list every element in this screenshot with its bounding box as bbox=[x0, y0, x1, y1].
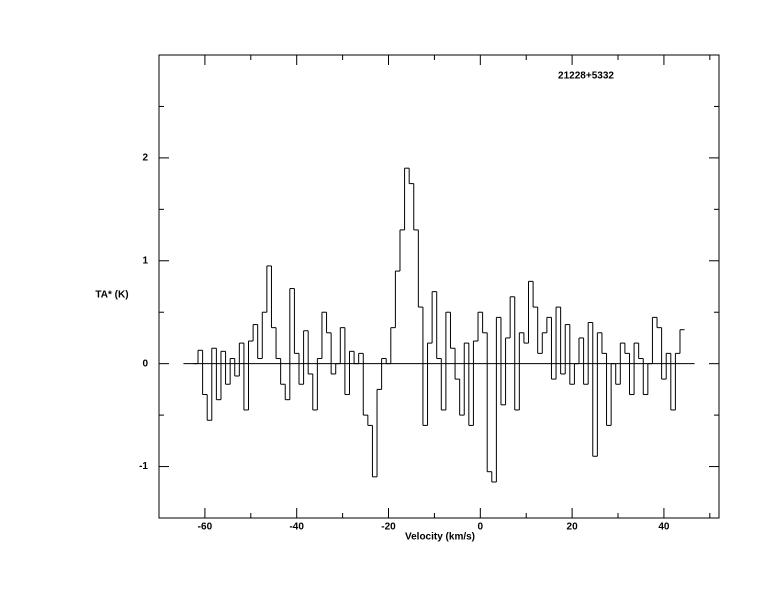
x-tick-label: 40 bbox=[658, 522, 670, 533]
y-tick-label: 2 bbox=[142, 153, 148, 164]
x-tick-label: -60 bbox=[198, 522, 213, 533]
chart-title: 21228+5332 bbox=[558, 71, 614, 82]
y-tick-label: -1 bbox=[139, 461, 148, 472]
x-axis-label: Velocity (km/s) bbox=[405, 532, 475, 543]
x-tick-label: 20 bbox=[567, 522, 579, 533]
y-tick-label: 0 bbox=[142, 358, 148, 369]
x-tick-label: 0 bbox=[478, 522, 484, 533]
x-tick-label: -40 bbox=[289, 522, 304, 533]
y-axis-label: TA* (K) bbox=[95, 290, 128, 301]
y-tick-label: 1 bbox=[142, 255, 148, 266]
x-tick-label: -20 bbox=[381, 522, 396, 533]
plot-frame bbox=[158, 54, 720, 519]
